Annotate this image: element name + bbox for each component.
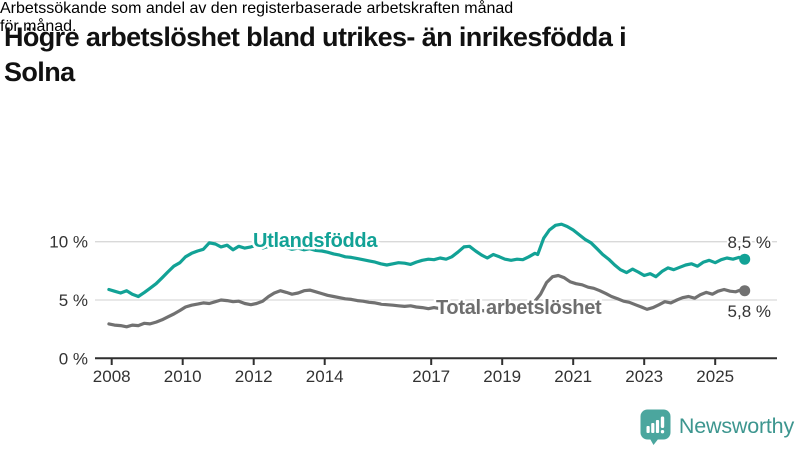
x-axis-tick-label: 2012 [235, 367, 273, 386]
grid-and-axes-layer: 0 % 5 % 10 % 2008 2010 2012 2014 2017 2019 2021 20… [49, 233, 777, 386]
x-axis-tick-label: 2008 [93, 367, 131, 386]
series-end-dot-total [739, 285, 751, 297]
end-value-label-utlandsfodda: 8,5 % [728, 233, 771, 252]
series-line-total [107, 273, 747, 329]
chart-subtitle-line-1: Arbetssökande som andel av den registerb… [0, 0, 514, 17]
x-axis-tick-label: 2021 [554, 367, 592, 386]
y-axis-tick-label: 10 % [49, 233, 88, 252]
series-end-dot-utlandsfodda [739, 253, 751, 265]
chart-title: Högre arbetslöshet bland utrikes- än inr… [4, 20, 796, 90]
x-axis-tick-label: 2019 [483, 367, 521, 386]
x-axis-tick-label: 2017 [412, 367, 450, 386]
end-value-label-total: 5,8 % [728, 302, 771, 321]
newsworthy-wordmark: Newsworthy [678, 414, 794, 438]
x-axis-tick-label: 2023 [625, 367, 663, 386]
series-line-utlandsfodda [107, 222, 747, 299]
series-label-total-arbetsloshet: Total arbetslöshet [436, 297, 602, 319]
newsworthy-logo: Newsworthy [639, 408, 794, 445]
series-lines-layer [107, 222, 751, 329]
x-axis-tick-label: 2014 [306, 367, 344, 386]
x-axis-tick-label: 2010 [164, 367, 202, 386]
y-axis-tick-label: 5 % [59, 291, 88, 310]
y-axis-tick-label: 0 % [59, 349, 88, 368]
x-axis-tick-label: 2025 [696, 367, 734, 386]
newsworthy-bar-chart-speech-bubble-icon [640, 409, 671, 445]
chart-title-line-2: Solna [4, 57, 75, 88]
series-label-utlandsfodda: Utlandsfödda [253, 230, 378, 252]
chart-subtitle-line-2: för månad. [0, 18, 77, 35]
chart-labels-layer: Utlandsfödda Total arbetslöshet 8,5 % 5,… [251, 228, 774, 324]
chart-title-line-1: Högre arbetslöshet bland utrikes- än inr… [4, 22, 627, 53]
